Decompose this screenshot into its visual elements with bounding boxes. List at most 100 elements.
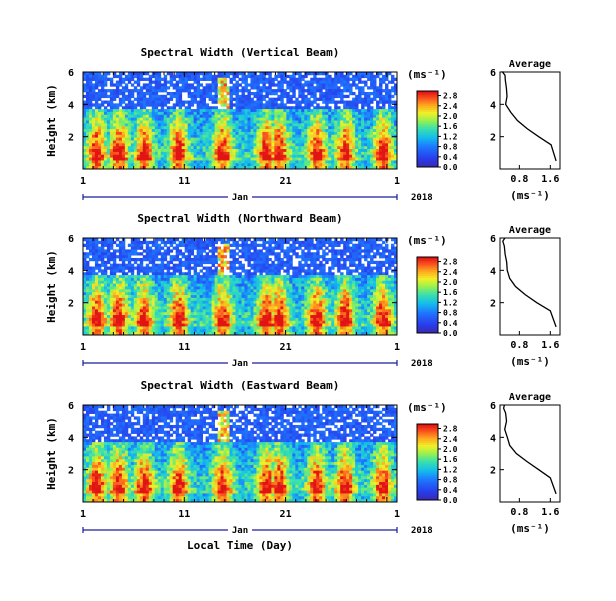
heatmap-cell [121, 123, 126, 127]
heatmap-cell [232, 143, 236, 147]
heatmap-cell [85, 286, 90, 290]
heatmap-cell [88, 163, 93, 167]
heatmap-cell [94, 103, 99, 107]
heatmap-cell [145, 266, 150, 270]
heatmap-cell [166, 297, 171, 302]
heatmap-cell [229, 126, 233, 130]
heatmap-cell [223, 97, 227, 101]
heatmap-cell [106, 252, 111, 256]
heatmap-cell [274, 154, 278, 158]
heatmap-cell [142, 100, 147, 104]
heatmap-cell [280, 111, 284, 116]
heatmap-cell [250, 137, 254, 141]
heatmap-cell [286, 160, 290, 164]
heatmap-cell [100, 143, 105, 147]
heatmap-cell [112, 309, 117, 313]
heatmap-cell [124, 94, 129, 99]
heatmap-cell [172, 129, 177, 133]
heatmap-cell [340, 134, 344, 139]
heatmap-cell [83, 255, 87, 259]
heatmap-cell [247, 129, 251, 133]
heatmap-cell [229, 100, 233, 104]
heatmap-cell [307, 83, 311, 87]
heatmap-cell [223, 280, 227, 285]
heatmap-cell [178, 106, 183, 110]
heatmap-cell [226, 134, 230, 139]
heatmap-cell [136, 80, 141, 84]
heatmap-cell [391, 157, 395, 161]
heatmap-cell [349, 149, 353, 153]
heatmap-cell [262, 111, 266, 116]
heatmap-cell [226, 91, 230, 96]
heatmap-cell [319, 123, 323, 127]
heatmap-cell [124, 289, 129, 293]
heatmap-cell [142, 117, 147, 121]
heatmap-cell [208, 120, 212, 124]
heatmap-cell [223, 126, 227, 130]
heatmap-cell [298, 83, 302, 87]
heatmap-cell [142, 86, 147, 90]
heatmap-cell [307, 163, 311, 167]
heatmap-cell [208, 72, 212, 76]
heatmap-cell [331, 97, 335, 101]
heatmap-cell [130, 283, 135, 287]
heatmap-cell [160, 312, 165, 316]
heatmap-cell [250, 140, 254, 144]
heatmap-cell [304, 109, 308, 113]
heatmap-cell [289, 83, 293, 87]
heatmap-cell [382, 89, 386, 93]
heatmap-cell [130, 309, 135, 313]
heatmap-cell [88, 246, 93, 250]
heatmap-cell [265, 137, 269, 141]
heatmap-cell [262, 89, 266, 93]
heatmap-cell [115, 143, 120, 147]
heatmap-cell [316, 97, 320, 101]
heatmap-cell [220, 238, 224, 242]
heatmap-cell [229, 106, 233, 110]
heatmap-cell [127, 252, 132, 256]
heatmap-cell [340, 160, 344, 164]
heatmap-cell [229, 266, 233, 270]
heatmap-cell [103, 280, 108, 285]
heatmap-cell [280, 151, 284, 156]
heatmap-cell [322, 143, 326, 147]
heatmap-cell [319, 83, 323, 87]
heatmap-cell [83, 126, 87, 130]
heatmap-cell [334, 126, 338, 130]
heatmap-cell [115, 131, 120, 136]
heatmap-cell [301, 94, 305, 99]
heatmap-cell [97, 286, 102, 290]
heatmap-cell [121, 309, 126, 313]
heatmap-cell [358, 157, 362, 161]
heatmap-cell [211, 332, 215, 336]
heatmap-cell [265, 77, 269, 81]
heatmap-cell [385, 151, 389, 156]
heatmap-cell [121, 280, 126, 285]
heatmap-cell [199, 103, 204, 107]
heatmap-cell [157, 140, 162, 144]
heatmap-cell [301, 160, 305, 164]
heatmap-cell [331, 157, 335, 161]
heatmap-cell [106, 109, 111, 113]
heatmap-cell [97, 289, 102, 293]
heatmap-cell [214, 157, 218, 161]
heatmap-cell [292, 117, 296, 121]
heatmap-cell [352, 154, 356, 158]
heatmap-cell [112, 94, 117, 99]
heatmap-cell [358, 151, 362, 156]
heatmap-cell [85, 123, 90, 127]
heatmap-cell [169, 117, 174, 121]
heatmap-cell [100, 255, 105, 259]
heatmap-cell [178, 120, 183, 124]
heatmap-cell [280, 120, 284, 124]
heatmap-cell [379, 140, 383, 144]
x-tick-label: 1 [80, 176, 86, 187]
heatmap-cell [199, 323, 204, 327]
heatmap-cell [205, 143, 209, 147]
heatmap-cell [160, 160, 165, 164]
heatmap-cell [157, 257, 162, 262]
heatmap-cell [274, 77, 278, 81]
heatmap-cell [283, 134, 287, 139]
heatmap-cell [211, 312, 215, 316]
